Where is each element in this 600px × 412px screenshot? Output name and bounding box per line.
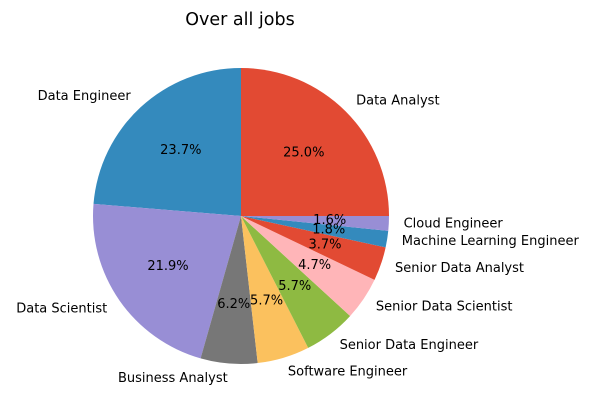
pie-slice-cloud-engineer <box>241 216 389 231</box>
slice-label-software-engineer: Software Engineer <box>288 364 408 379</box>
slice-label-data-analyst: Data Analyst <box>356 93 439 108</box>
slice-percent-software-engineer: 5.7% <box>250 294 283 309</box>
slice-percent-data-scientist: 21.9% <box>147 259 188 274</box>
slice-label-data-scientist: Data Scientist <box>16 301 107 316</box>
pie-labels: Data Analyst 25.0% Data Engineer 23.7% Data … <box>16 89 579 386</box>
slice-percent-senior-data-analyst: 3.7% <box>308 237 341 252</box>
slice-label-senior-data-analyst: Senior Data Analyst <box>395 261 524 276</box>
pie-slice-machine-learning-engineer <box>241 216 389 248</box>
pie-slice-data-analyst <box>241 68 389 216</box>
slice-label-cloud-engineer: Cloud Engineer <box>404 217 504 232</box>
pie-slice-senior-data-engineer <box>241 216 351 348</box>
pie-slice-business-analyst <box>200 216 258 365</box>
slice-percent-cloud-engineer: 1.6% <box>313 213 346 228</box>
slice-percent-data-engineer: 23.7% <box>160 143 201 158</box>
slice-percent-business-analyst: 6.2% <box>217 297 250 312</box>
slice-label-business-analyst: Business Analyst <box>118 371 228 386</box>
pie-slice-senior-data-scientist <box>241 216 375 316</box>
pie-slice-data-scientist <box>93 203 242 359</box>
pie-slice-software-engineer <box>241 216 309 364</box>
chart-title: Over all jobs <box>185 10 294 30</box>
slice-percent-senior-data-scientist: 4.7% <box>298 258 331 273</box>
pie-slices <box>93 68 389 365</box>
slice-label-data-engineer: Data Engineer <box>38 89 132 104</box>
slice-label-senior-data-engineer: Senior Data Engineer <box>340 338 479 353</box>
pie-slice-senior-data-analyst <box>241 216 386 280</box>
slice-percent-machine-learning-engineer: 1.8% <box>312 222 345 237</box>
slice-percent-senior-data-engineer: 5.7% <box>278 279 311 294</box>
pie-slice-data-engineer <box>93 68 242 216</box>
slice-label-machine-learning-engineer: Machine Learning Engineer <box>402 234 580 249</box>
slice-percent-data-analyst: 25.0% <box>283 146 324 161</box>
slice-label-senior-data-scientist: Senior Data Scientist <box>376 300 513 315</box>
